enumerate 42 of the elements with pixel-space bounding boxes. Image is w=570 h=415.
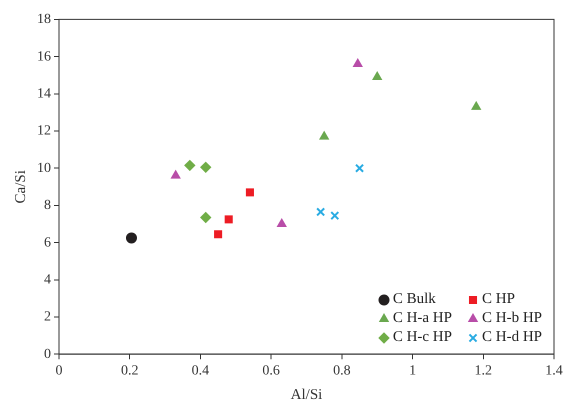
y-tick-label: 6 bbox=[44, 235, 51, 250]
point bbox=[200, 212, 212, 223]
x-tick-label: 0 bbox=[56, 363, 62, 378]
legend-label: C HP bbox=[482, 291, 515, 307]
y-tick-label: 2 bbox=[44, 310, 51, 325]
x-tick-label: 0.4 bbox=[192, 363, 210, 378]
legend-label: C Bulk bbox=[392, 291, 436, 307]
y-tick-label: 0 bbox=[44, 346, 51, 362]
y-tick-label: 18 bbox=[37, 12, 51, 28]
y-tick-label: 16 bbox=[37, 49, 51, 64]
x-tick-label: 0.8 bbox=[333, 363, 351, 378]
point bbox=[330, 211, 340, 220]
point bbox=[352, 58, 363, 68]
x-tick-label: 1 bbox=[409, 363, 416, 378]
legend-label: C H-a HP bbox=[392, 310, 452, 326]
y-tick-label: 14 bbox=[37, 86, 51, 102]
legend-label: C H-b HP bbox=[482, 310, 542, 326]
x-tick-label: 0.6 bbox=[262, 363, 280, 378]
point bbox=[126, 232, 137, 244]
y-axis-title: Ca/Si bbox=[12, 170, 29, 204]
point bbox=[224, 215, 233, 224]
point bbox=[170, 170, 181, 179]
point bbox=[276, 218, 287, 227]
x-tick-label: 0.2 bbox=[120, 363, 138, 378]
legend-label: C H-c HP bbox=[392, 329, 452, 345]
point bbox=[316, 207, 326, 216]
y-tick-label: 10 bbox=[37, 160, 51, 176]
point bbox=[355, 164, 364, 173]
point bbox=[319, 131, 330, 140]
x-tick-label: 1.2 bbox=[474, 363, 492, 378]
y-tick-label: 4 bbox=[44, 272, 51, 288]
point bbox=[372, 72, 382, 80]
x-axis-title: Al/Si bbox=[290, 386, 322, 403]
x-tick-label: 1.4 bbox=[545, 363, 563, 378]
point bbox=[246, 188, 254, 196]
point bbox=[214, 230, 222, 238]
point bbox=[471, 101, 482, 110]
y-tick-label: 8 bbox=[44, 198, 51, 214]
point bbox=[200, 162, 212, 173]
point bbox=[184, 160, 196, 171]
y-tick-label: 12 bbox=[37, 124, 51, 139]
legend-label: C H-d HP bbox=[482, 329, 542, 345]
